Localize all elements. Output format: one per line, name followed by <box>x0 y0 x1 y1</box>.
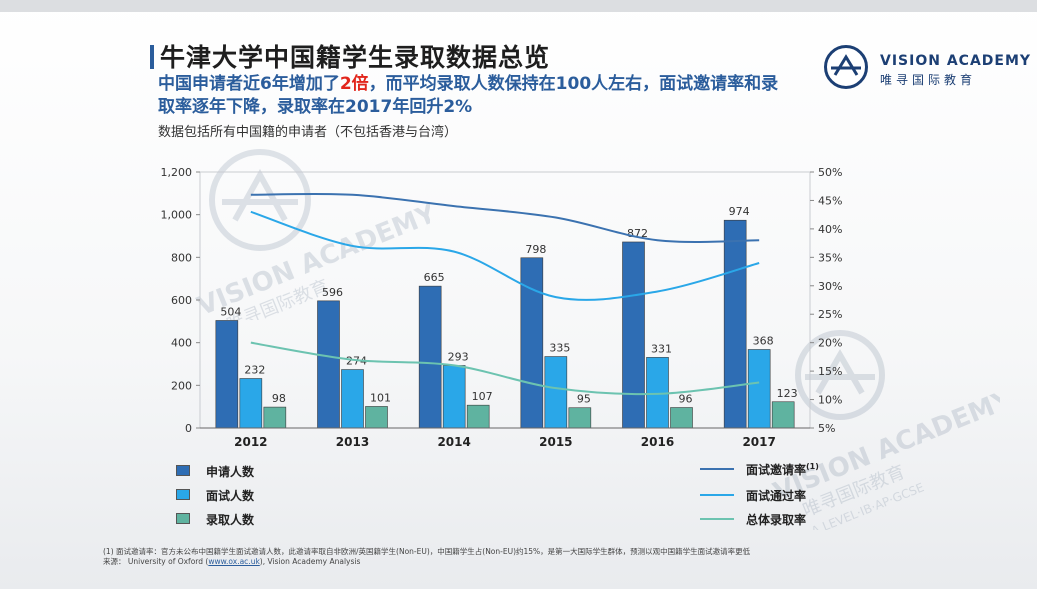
legend-swatch-admitted <box>176 513 190 524</box>
right-tick-label: 45% <box>818 194 842 207</box>
subtitle-part2: ，而平均录取人数保持在100人左右，面试邀请率和录取率逐年下降，录取率在2017… <box>158 74 779 117</box>
right-tick-label: 10% <box>818 394 842 407</box>
legend-swatch-pass-rate <box>700 494 734 496</box>
logo-text-cn: 唯寻国际教育 <box>880 73 977 87</box>
bar-label: 107 <box>472 390 493 403</box>
x-tick-label: 2015 <box>539 435 572 449</box>
x-tick-label: 2014 <box>437 435 470 449</box>
subtitle-highlight: 2倍 <box>339 74 369 94</box>
legend-label-interviewed: 面试人数 <box>206 489 255 503</box>
bar-label: 123 <box>777 387 798 400</box>
bar-录取人数-2012 <box>263 406 287 429</box>
bar-label: 98 <box>272 392 286 405</box>
bar-label: 335 <box>549 342 570 355</box>
line-面试通过率 <box>250 210 760 301</box>
x-tick-label: 2017 <box>742 435 775 449</box>
line-面试邀请率 <box>250 192 760 243</box>
x-tick-label: 2013 <box>336 435 369 449</box>
legend-swatch-overall-rate <box>700 518 734 520</box>
left-tick-label: 600 <box>171 294 192 307</box>
vision-academy-logo-icon <box>824 45 868 89</box>
bar-录取人数-2013 <box>365 406 388 429</box>
bar-label: 96 <box>679 393 693 406</box>
bar-label: 95 <box>577 393 591 406</box>
right-tick-label: 20% <box>818 337 842 350</box>
bar-面试人数-2012 <box>239 378 263 429</box>
right-tick-label: 40% <box>818 223 842 236</box>
bar-面试人数-2013 <box>341 369 364 429</box>
left-tick-label: 1,000 <box>161 209 193 222</box>
bar-面试人数-2017 <box>747 349 771 429</box>
bar-label: 596 <box>322 286 343 299</box>
bar-申请人数-2014 <box>418 285 442 429</box>
bar-申请人数-2015 <box>520 257 544 429</box>
footnote-line1: (1) 面试邀请率：官方未公布中国籍学生面试邀请人数，此邀请率取自非欧洲/英国籍… <box>103 547 751 556</box>
watermark-right-sub: A LEVEL·IB·AP·GCSE <box>809 480 926 530</box>
legend-label-applicants: 申请人数 <box>206 465 255 479</box>
bar-申请人数-2013 <box>317 300 340 429</box>
bar-面试人数-2015 <box>544 356 568 429</box>
bar-label: 368 <box>753 334 774 347</box>
bar-label: 331 <box>651 342 672 355</box>
footnote-line2: 来源： University of Oxford (www.ox.ac.uk),… <box>103 557 361 566</box>
bar-label: 101 <box>370 391 391 404</box>
bar-录取人数-2015 <box>568 407 592 429</box>
legend-label-pass-rate: 面试通过率 <box>746 489 807 503</box>
top-bar <box>0 0 1037 12</box>
bar-录取人数-2014 <box>466 404 490 429</box>
right-tick-label: 35% <box>818 251 842 264</box>
legend-label-overall-rate: 总体录取率 <box>746 513 807 527</box>
bar-label: 232 <box>244 364 265 377</box>
legend-label-invite-rate: 面试邀请率(1) <box>746 462 819 477</box>
left-tick-label: 0 <box>185 422 192 435</box>
bar-录取人数-2017 <box>771 401 795 429</box>
bar-label: 293 <box>448 350 469 363</box>
bar-label: 974 <box>729 205 750 218</box>
left-tick-label: 1,200 <box>161 166 193 179</box>
bar-录取人数-2016 <box>670 407 693 429</box>
right-tick-label: 5% <box>818 422 835 435</box>
right-tick-label: 15% <box>818 365 842 378</box>
subtitle-part1: 中国申请者近6年增加了 <box>158 74 340 94</box>
logo-text-en: VISION ACADEMY <box>880 53 1032 69</box>
legend-swatch-applicants <box>176 465 190 476</box>
right-tick-label: 30% <box>818 280 842 293</box>
right-tick-label: 50% <box>818 166 842 179</box>
subtitle: 中国申请者近6年增加了2倍，而平均录取人数保持在100人左右，面试邀请率和录取率… <box>158 73 788 119</box>
bar-申请人数-2012 <box>215 320 239 429</box>
left-tick-label: 800 <box>171 251 192 264</box>
footnote: (1) 面试邀请率：官方未公布中国籍学生面试邀请人数，此邀请率取自非欧洲/英国籍… <box>103 547 750 567</box>
x-tick-label: 2012 <box>234 435 267 449</box>
right-tick-label: 25% <box>818 308 842 321</box>
bar-label: 665 <box>424 271 445 284</box>
x-tick-label: 2016 <box>641 435 674 449</box>
line-总体录取率 <box>250 341 760 396</box>
bar-面试人数-2014 <box>442 365 466 429</box>
admissions-chart: 0 200 400 600 800 1,000 1,200 5% 10% 15% 20% 25% 30%… <box>161 166 843 449</box>
data-note: 数据包括所有中国籍的申请者（不包括香港与台湾） <box>158 125 458 140</box>
bar-label: 798 <box>525 243 546 256</box>
legend-swatch-interviewed <box>176 489 190 500</box>
bar-申请人数-2016 <box>622 241 645 429</box>
legend-swatch-invite-rate <box>700 468 734 470</box>
legend-label-admitted: 录取人数 <box>206 513 255 527</box>
left-tick-label: 200 <box>171 379 192 392</box>
bar-label: 504 <box>220 305 241 318</box>
source-link[interactable]: www.ox.ac.uk <box>208 557 260 566</box>
title-accent-bar <box>150 45 154 69</box>
brand-logo: VISION ACADEMY 唯寻国际教育 <box>824 45 1030 91</box>
bar-申请人数-2017 <box>723 219 747 429</box>
left-tick-label: 400 <box>171 337 192 350</box>
page-title: 牛津大学中国籍学生录取数据总览 <box>160 43 551 72</box>
